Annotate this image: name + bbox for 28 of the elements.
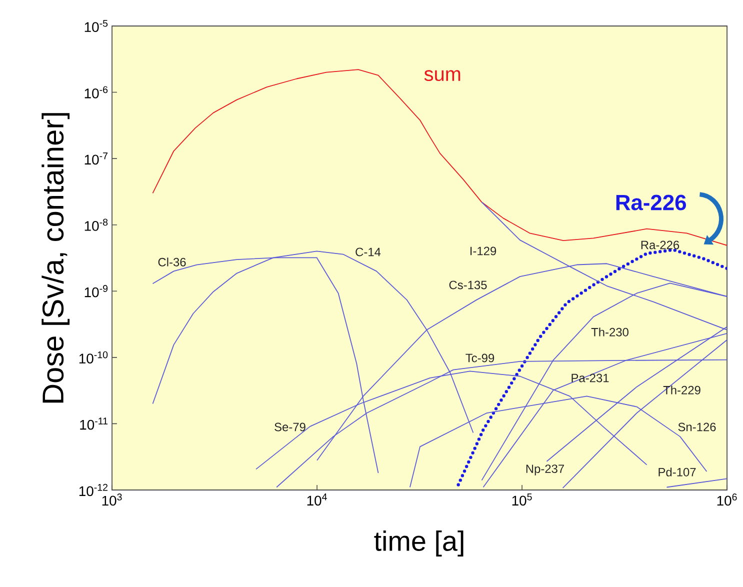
- annotation: Cl-36: [158, 258, 186, 266]
- y-tick-label: 10$^{-5}$: [84, 20, 108, 32]
- series-label: sum: [424, 70, 460, 82]
- y-tick-label: 10$^{-10}$: [79, 351, 108, 364]
- series-label: Ra-226: [616, 194, 686, 210]
- x-axis-title: time [a]: [374, 530, 464, 557]
- annotation: I-129: [470, 246, 496, 256]
- x-tick-label: 10$^{3}$: [102, 494, 122, 506]
- y-tick-label: 10$^{-8}$: [84, 218, 108, 231]
- annotation: Cs-135: [449, 280, 487, 290]
- annotation: Sn-126: [678, 422, 716, 432]
- annotation: Np-237: [526, 464, 564, 476]
- annotation: Th-230: [591, 328, 628, 336]
- y-axis-title: Dose [Sv/a, container]: [42, 113, 70, 403]
- y-tick-label: 10$^{-12}$: [79, 484, 108, 496]
- x-tick-label: 10$^{5}$: [512, 494, 532, 506]
- x-tick-label: 10$^{6}$: [717, 494, 737, 506]
- annotation: C-14: [356, 248, 381, 256]
- y-tick-label: 10$^{-7}$: [84, 152, 108, 165]
- annotation: Pd-107: [658, 468, 696, 476]
- y-tick-label: 10$^{-11}$: [80, 418, 108, 430]
- annotation: Ra-226: [641, 240, 680, 250]
- annotation: Th-229: [663, 386, 700, 394]
- x-tick-label: 10$^{4}$: [307, 494, 327, 506]
- annotation: Se-79: [274, 422, 306, 432]
- y-tick-label: 10$^{-9}$: [84, 285, 108, 298]
- y-tick-label: 10$^{-6}$: [84, 86, 108, 98]
- annotation: Tc-99: [466, 354, 494, 362]
